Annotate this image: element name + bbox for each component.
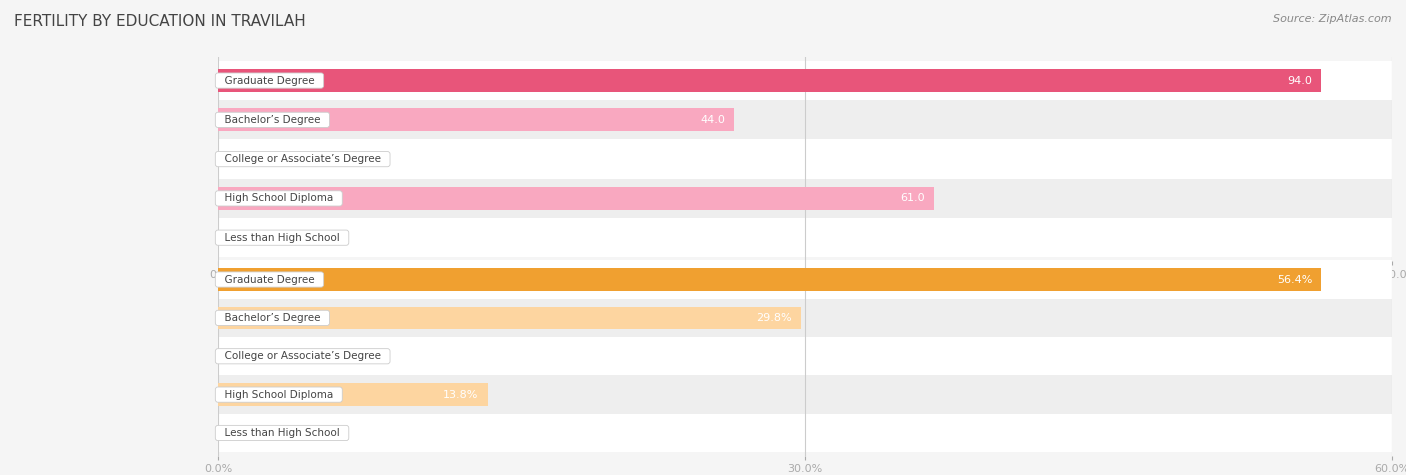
Bar [218, 307, 801, 329]
Text: 0.0: 0.0 [229, 154, 247, 164]
Text: Source: ZipAtlas.com: Source: ZipAtlas.com [1274, 14, 1392, 24]
Text: Less than High School: Less than High School [218, 233, 346, 243]
Text: FERTILITY BY EDUCATION IN TRAVILAH: FERTILITY BY EDUCATION IN TRAVILAH [14, 14, 307, 29]
Text: Bachelor’s Degree: Bachelor’s Degree [218, 313, 328, 323]
Text: Graduate Degree: Graduate Degree [218, 76, 321, 86]
Text: 56.4%: 56.4% [1277, 275, 1312, 285]
Bar [218, 218, 1392, 257]
Bar [218, 140, 1392, 179]
Bar [218, 179, 1392, 218]
Text: Graduate Degree: Graduate Degree [218, 275, 321, 285]
Text: 13.8%: 13.8% [443, 390, 478, 399]
Text: 44.0: 44.0 [700, 115, 725, 125]
Text: 61.0: 61.0 [900, 193, 925, 203]
Text: 29.8%: 29.8% [756, 313, 792, 323]
Bar [218, 108, 734, 131]
Bar [218, 100, 1392, 140]
Text: High School Diploma: High School Diploma [218, 193, 340, 203]
Text: Less than High School: Less than High School [218, 428, 346, 438]
Text: College or Associate’s Degree: College or Associate’s Degree [218, 351, 388, 361]
Text: College or Associate’s Degree: College or Associate’s Degree [218, 154, 388, 164]
Bar [218, 187, 934, 210]
Bar [218, 299, 1392, 337]
Bar [218, 383, 488, 406]
Text: 0.0%: 0.0% [229, 428, 257, 438]
Bar [218, 260, 1392, 299]
Text: 0.0: 0.0 [229, 233, 247, 243]
Text: 94.0: 94.0 [1288, 76, 1312, 86]
Bar [218, 414, 1392, 452]
Bar [218, 375, 1392, 414]
Text: Bachelor’s Degree: Bachelor’s Degree [218, 115, 328, 125]
Bar [218, 69, 1322, 92]
Bar [218, 61, 1392, 100]
Text: High School Diploma: High School Diploma [218, 390, 340, 399]
Bar [218, 268, 1322, 291]
Bar [218, 337, 1392, 375]
Text: 0.0%: 0.0% [229, 351, 257, 361]
